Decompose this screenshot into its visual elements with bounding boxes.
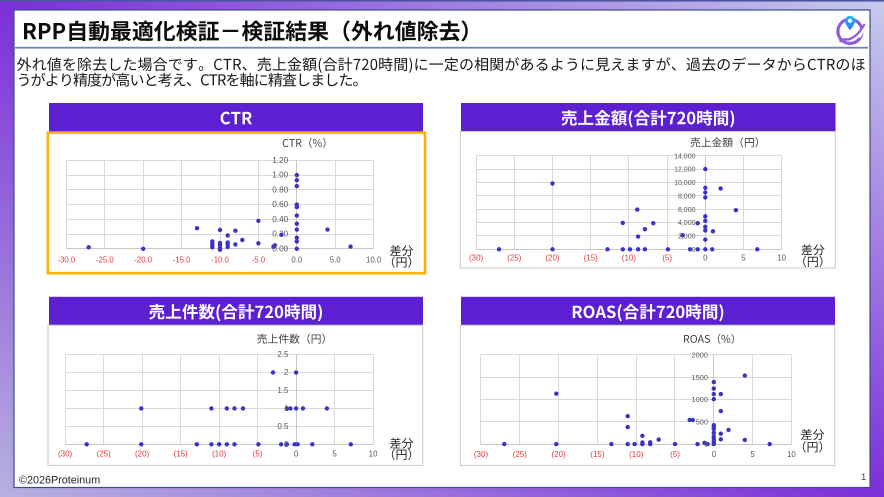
svg-text:(5): (5): [253, 449, 263, 458]
svg-text:0: 0: [284, 440, 289, 449]
svg-text:(10): (10): [622, 254, 637, 263]
svg-text:10: 10: [369, 449, 378, 458]
svg-text:10,000: 10,000: [674, 180, 696, 187]
svg-text:(20): (20): [551, 450, 566, 459]
svg-text:-20.0: -20.0: [134, 255, 152, 264]
svg-text:(15): (15): [173, 449, 188, 458]
svg-text:0.60: 0.60: [272, 200, 288, 209]
svg-text:(20): (20): [545, 254, 560, 263]
svg-text:14,000: 14,000: [674, 153, 696, 160]
svg-text:©2026Proteinum: ©2026Proteinum: [19, 475, 100, 487]
svg-text:1.5: 1.5: [277, 386, 289, 395]
svg-text:1: 1: [284, 404, 289, 413]
svg-text:10.0: 10.0: [366, 255, 382, 264]
svg-text:(25): (25): [513, 450, 528, 459]
svg-text:-10.0: -10.0: [211, 255, 229, 264]
svg-text:(20): (20): [135, 449, 150, 458]
svg-text:(30): (30): [58, 449, 73, 458]
svg-text:(15): (15): [584, 254, 599, 263]
svg-text:4,000: 4,000: [678, 220, 696, 227]
svg-text:6,000: 6,000: [678, 207, 696, 214]
svg-text:12,000: 12,000: [674, 167, 696, 174]
svg-text:5: 5: [741, 254, 746, 263]
svg-text:-30.0: -30.0: [58, 255, 76, 264]
svg-text:0: 0: [703, 254, 708, 263]
svg-text:-5.0: -5.0: [252, 255, 266, 264]
svg-text:2: 2: [284, 368, 289, 377]
svg-text:(10): (10): [629, 450, 644, 459]
svg-text:0.40: 0.40: [272, 215, 288, 224]
svg-text:-15.0: -15.0: [173, 255, 191, 264]
svg-text:0: 0: [712, 450, 717, 459]
svg-text:2000: 2000: [692, 351, 708, 360]
svg-text:5: 5: [750, 450, 755, 459]
svg-text:10: 10: [777, 254, 786, 263]
svg-text:0.00: 0.00: [272, 244, 288, 253]
svg-text:-25.0: -25.0: [96, 255, 114, 264]
svg-text:(25): (25): [96, 449, 111, 458]
svg-text:500: 500: [696, 417, 708, 426]
svg-text:0.5: 0.5: [277, 422, 289, 431]
svg-text:1.00: 1.00: [272, 171, 288, 180]
svg-text:0.0: 0.0: [291, 255, 303, 264]
svg-text:(15): (15): [590, 450, 605, 459]
svg-text:5.0: 5.0: [330, 255, 342, 264]
svg-text:(25): (25): [507, 254, 522, 263]
svg-text:(5): (5): [662, 254, 672, 263]
svg-text:1: 1: [861, 472, 866, 483]
svg-text:(30): (30): [474, 450, 489, 459]
svg-text:0: 0: [692, 247, 696, 254]
svg-text:(10): (10): [212, 449, 227, 458]
svg-text:0: 0: [704, 440, 708, 449]
svg-text:1500: 1500: [692, 373, 708, 382]
svg-text:0: 0: [294, 449, 299, 458]
svg-text:8,000: 8,000: [678, 193, 696, 200]
svg-text:1000: 1000: [692, 395, 708, 404]
svg-text:(30): (30): [469, 254, 484, 263]
svg-text:10: 10: [787, 450, 796, 459]
svg-text:(5): (5): [670, 450, 680, 459]
svg-text:2.5: 2.5: [277, 350, 289, 359]
svg-text:5: 5: [332, 449, 337, 458]
svg-text:1.20: 1.20: [272, 156, 288, 165]
svg-text:2,000: 2,000: [678, 234, 696, 241]
svg-text:0.80: 0.80: [272, 185, 288, 194]
